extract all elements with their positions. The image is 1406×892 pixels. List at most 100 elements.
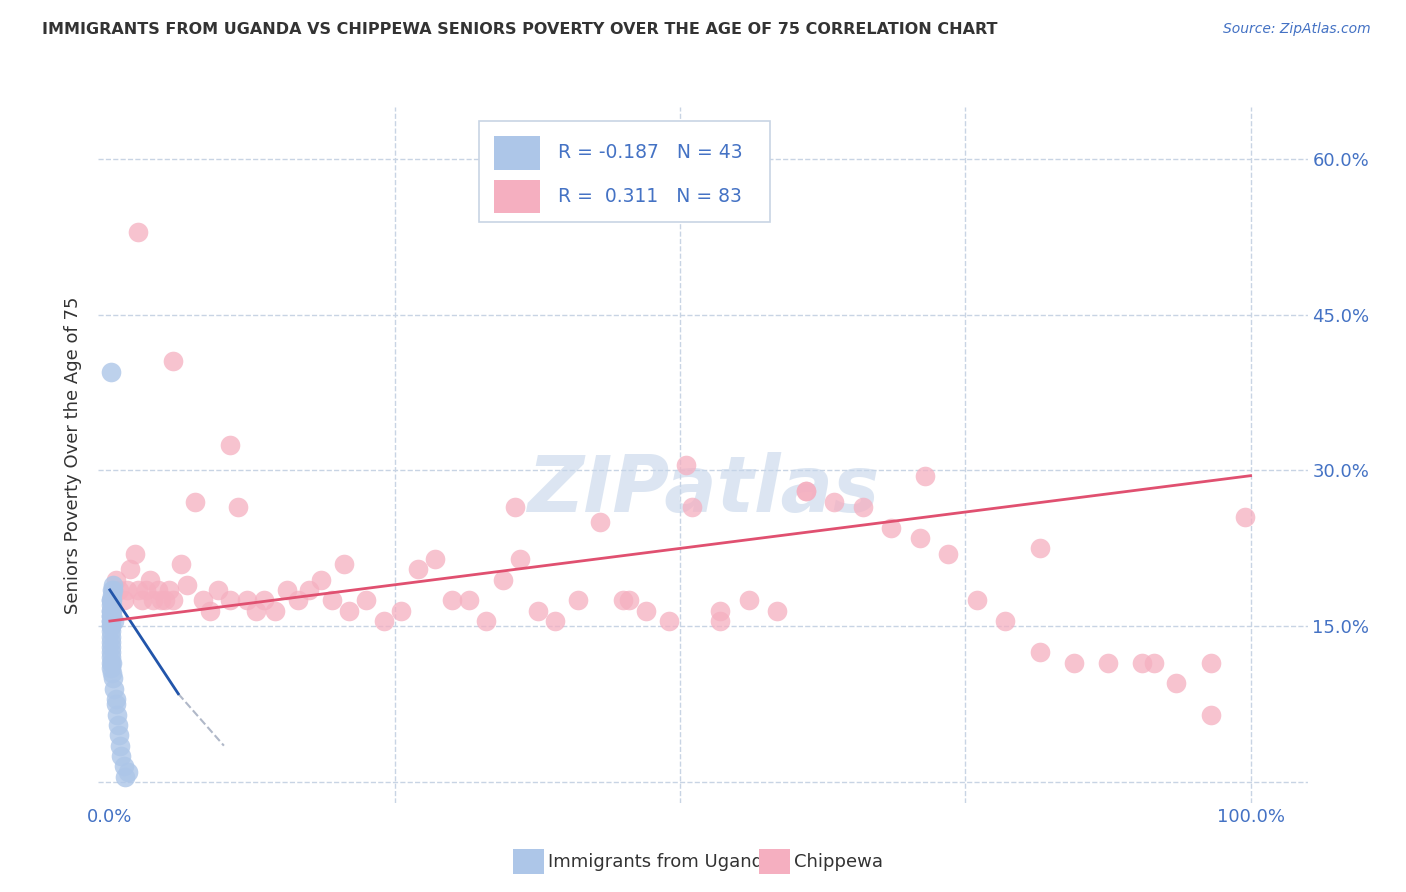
Point [1233, 510, 1256, 524]
Text: R =  0.311   N = 83: R = 0.311 N = 83 [558, 187, 742, 206]
Point [612, 593, 634, 607]
Text: Chippewa: Chippewa [794, 853, 883, 871]
Point [389, 604, 412, 618]
Point [675, 458, 697, 473]
Point [101, 593, 124, 607]
Point [337, 604, 360, 618]
Point [1130, 656, 1153, 670]
Point [100, 650, 122, 665]
Point [207, 582, 229, 597]
Point [169, 557, 191, 571]
Point [100, 608, 122, 623]
Point [114, 770, 136, 784]
Point [634, 604, 657, 618]
Point [103, 681, 125, 696]
Point [526, 604, 548, 618]
Point [1028, 645, 1050, 659]
Point [567, 593, 589, 607]
Point [101, 604, 124, 618]
Point [321, 593, 343, 607]
Point [139, 573, 162, 587]
FancyBboxPatch shape [479, 121, 769, 222]
Point [298, 582, 321, 597]
Point [200, 604, 222, 618]
Text: R = -0.187   N = 43: R = -0.187 N = 43 [558, 144, 742, 162]
Point [100, 619, 122, 633]
Point [100, 645, 122, 659]
Point [794, 484, 817, 499]
Point [589, 516, 612, 530]
Text: Source: ZipAtlas.com: Source: ZipAtlas.com [1223, 22, 1371, 37]
Point [994, 614, 1017, 628]
Point [103, 614, 125, 628]
Point [150, 593, 173, 607]
Point [162, 593, 184, 607]
Point [100, 619, 122, 633]
Point [1142, 656, 1164, 670]
Point [157, 582, 180, 597]
Point [176, 578, 198, 592]
Point [1166, 676, 1188, 690]
Point [108, 728, 131, 742]
Point [115, 582, 138, 597]
Point [1063, 656, 1085, 670]
Point [108, 739, 131, 753]
Point [356, 593, 378, 607]
Point [100, 365, 122, 379]
Point [100, 604, 122, 618]
Point [709, 604, 731, 618]
Point [681, 500, 703, 514]
Point [766, 604, 789, 618]
Point [127, 582, 149, 597]
Point [492, 573, 515, 587]
Point [737, 593, 759, 607]
Point [794, 484, 817, 499]
Point [1097, 656, 1119, 670]
Point [936, 547, 959, 561]
Point [101, 588, 124, 602]
Point [235, 593, 257, 607]
Point [124, 547, 146, 561]
Point [100, 635, 122, 649]
Point [218, 437, 240, 451]
Point [309, 573, 332, 587]
Point [823, 494, 845, 508]
Point [101, 665, 124, 680]
Point [509, 551, 531, 566]
Point [153, 593, 176, 607]
Point [544, 614, 567, 628]
Point [100, 640, 122, 654]
Point [423, 551, 446, 566]
FancyBboxPatch shape [494, 180, 540, 213]
Point [226, 500, 249, 514]
Text: IMMIGRANTS FROM UGANDA VS CHIPPEWA SENIORS POVERTY OVER THE AGE OF 75 CORRELATIO: IMMIGRANTS FROM UGANDA VS CHIPPEWA SENIO… [42, 22, 998, 37]
Point [264, 604, 287, 618]
Point [184, 494, 207, 508]
Point [332, 557, 354, 571]
Point [458, 593, 481, 607]
Point [112, 759, 135, 773]
Point [1028, 541, 1050, 556]
Point [966, 593, 988, 607]
Text: Immigrants from Uganda: Immigrants from Uganda [548, 853, 775, 871]
Point [131, 593, 153, 607]
Point [193, 593, 215, 607]
Point [120, 562, 142, 576]
Point [104, 573, 127, 587]
Point [110, 749, 132, 764]
Point [1199, 656, 1222, 670]
Point [441, 593, 464, 607]
Point [101, 599, 124, 613]
Y-axis label: Seniors Poverty Over the Age of 75: Seniors Poverty Over the Age of 75 [65, 296, 83, 614]
Point [100, 656, 122, 670]
Point [852, 500, 875, 514]
Point [100, 593, 122, 607]
Text: ZIPatlas: ZIPatlas [527, 451, 879, 528]
Point [503, 500, 526, 514]
Point [112, 593, 135, 607]
Point [373, 614, 395, 628]
Point [107, 718, 129, 732]
Point [658, 614, 681, 628]
Point [135, 582, 157, 597]
Point [1199, 707, 1222, 722]
